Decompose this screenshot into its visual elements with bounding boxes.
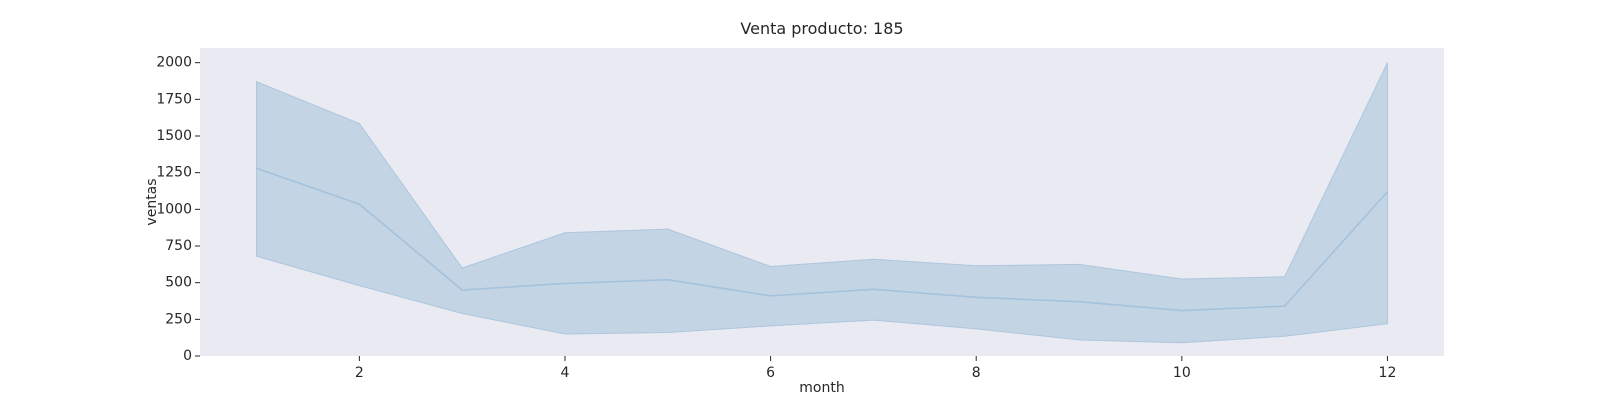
x-axis-ticks: 2 4 6 8 10 12 (355, 356, 1396, 381)
y-tick-label: 1000 (156, 201, 192, 217)
confidence-band-layer (256, 62, 1388, 344)
data-point (460, 288, 464, 292)
y-tick-label: 500 (165, 275, 192, 291)
confidence-band (256, 62, 1388, 344)
x-tick-label: 8 (972, 365, 981, 381)
data-point (1180, 309, 1184, 313)
data-point (255, 166, 259, 170)
y-tick-label: 750 (165, 238, 192, 254)
data-point (769, 294, 773, 298)
x-tick-label: 4 (561, 365, 570, 381)
y-tick-label: 250 (165, 311, 192, 327)
chart-title: Venta producto: 185 (740, 19, 903, 38)
y-tick-label: 1750 (156, 91, 192, 107)
y-tick-label: 2000 (156, 55, 192, 71)
x-tick-label: 10 (1173, 365, 1191, 381)
data-point (1385, 190, 1389, 194)
data-point (666, 278, 670, 282)
x-tick-label: 12 (1379, 365, 1397, 381)
data-point (1283, 304, 1287, 308)
series-line (256, 167, 1389, 312)
y-tick-label: 0 (183, 348, 192, 364)
x-tick-label: 2 (355, 365, 364, 381)
y-axis-ticks: 0 250 500 750 1000 1250 1500 1750 2000 (156, 55, 200, 364)
y-tick-label: 1250 (156, 165, 192, 181)
data-point (357, 202, 361, 206)
data-point (563, 281, 567, 285)
y-tick-label: 1500 (156, 128, 192, 144)
y-axis-label: ventas (144, 178, 160, 225)
x-tick-label: 6 (766, 365, 775, 381)
x-axis-label: month (799, 380, 844, 396)
data-point (1077, 300, 1081, 304)
data-point (871, 287, 875, 291)
series-line-layer (255, 166, 1389, 313)
data-point (974, 295, 978, 299)
